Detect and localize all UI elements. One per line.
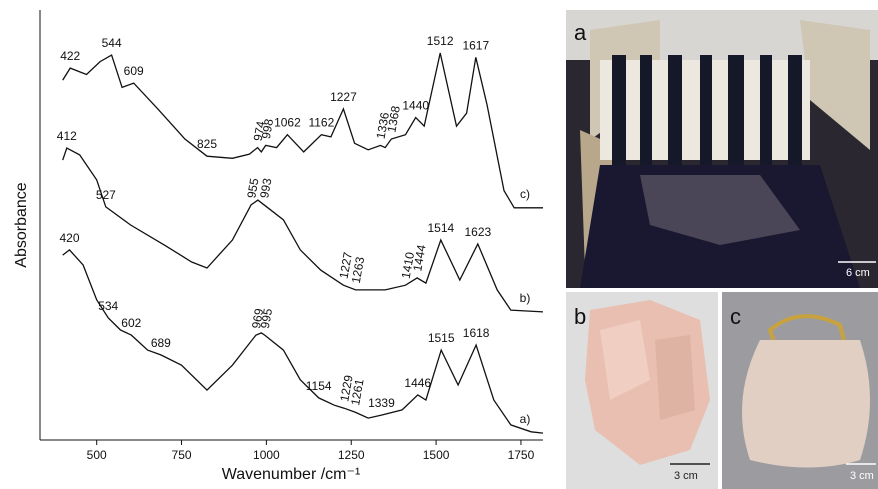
x-tick-label: 500 bbox=[87, 448, 107, 462]
peak-label: 1444 bbox=[410, 243, 428, 272]
peak-label: 412 bbox=[57, 129, 77, 143]
peak-label: 1512 bbox=[427, 34, 454, 48]
peak-label: 1514 bbox=[427, 221, 454, 235]
peak-label: 1162 bbox=[308, 116, 334, 130]
spectra-chart: Absorbance Wavenumber /cm⁻¹ 500 750 1000 12… bbox=[13, 10, 543, 483]
y-axis-label: Absorbance bbox=[13, 182, 30, 267]
scale-label: 3 cm bbox=[850, 470, 874, 482]
x-tick-label: 750 bbox=[172, 448, 192, 462]
x-axis-label: Wavenumber /cm⁻¹ bbox=[222, 466, 361, 483]
peak-label: 993 bbox=[257, 177, 274, 199]
peak-label: 1062 bbox=[274, 116, 301, 130]
peak-label: 527 bbox=[96, 188, 116, 202]
peak-label: 1618 bbox=[463, 326, 490, 340]
x-tick-label: 1250 bbox=[338, 448, 365, 462]
peak-label: 1227 bbox=[330, 90, 357, 104]
purse bbox=[742, 340, 870, 468]
peak-label: 1515 bbox=[428, 331, 455, 345]
peak-label: 1339 bbox=[368, 396, 395, 410]
peak-label: 534 bbox=[98, 299, 118, 313]
x-tick-label: 1500 bbox=[423, 448, 450, 462]
peak-label: 420 bbox=[60, 231, 80, 245]
photo-b: b 3 cm bbox=[566, 292, 718, 489]
x-tick-label: 1000 bbox=[253, 448, 280, 462]
scale-label: 6 cm bbox=[846, 267, 870, 279]
peak-label: 609 bbox=[124, 64, 144, 78]
peak-label: 602 bbox=[121, 316, 141, 330]
peak-label: 1154 bbox=[306, 379, 332, 393]
peak-label: 995 bbox=[258, 307, 275, 329]
fragment bbox=[655, 335, 695, 420]
series-label: a) bbox=[520, 412, 531, 426]
series-label: b) bbox=[520, 291, 531, 305]
peak-label: 1446 bbox=[404, 376, 431, 390]
figure: Absorbance Wavenumber /cm⁻¹ 500 750 1000 12… bbox=[0, 0, 878, 489]
series-label: c) bbox=[520, 187, 530, 201]
peak-label: 825 bbox=[197, 137, 217, 151]
peak-label: 1368 bbox=[384, 104, 402, 133]
photo-c: c 3 cm bbox=[722, 292, 878, 489]
peak-label: 1617 bbox=[462, 38, 489, 52]
panel-label: c bbox=[730, 304, 741, 329]
photo-a: a 6 cm bbox=[566, 10, 878, 288]
spectrum-line bbox=[63, 250, 543, 433]
peak-label: 1440 bbox=[402, 99, 429, 113]
peak-label: 422 bbox=[60, 49, 80, 63]
peak-label: 689 bbox=[151, 336, 171, 350]
panel-label: a bbox=[574, 20, 587, 45]
x-tick-label: 1750 bbox=[508, 448, 535, 462]
scale-label: 3 cm bbox=[674, 470, 698, 482]
peak-label: 1623 bbox=[464, 225, 491, 239]
panel-label: b bbox=[574, 304, 586, 329]
peak-label: 544 bbox=[102, 36, 122, 50]
